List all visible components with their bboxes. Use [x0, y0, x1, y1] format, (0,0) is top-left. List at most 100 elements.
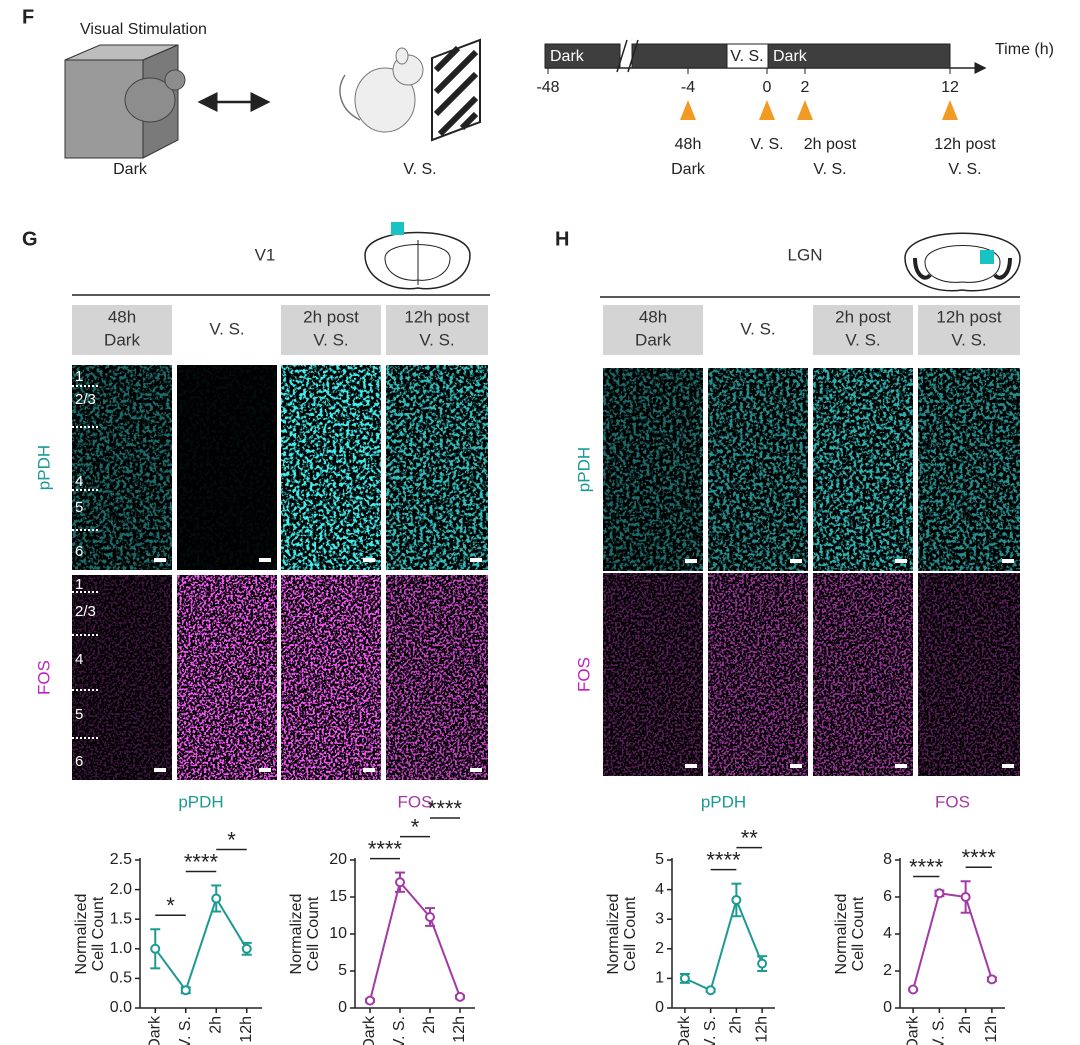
- region-label: LGN: [788, 245, 823, 264]
- y-tick-label: 1.0: [110, 940, 132, 957]
- brain-icon: [904, 232, 1021, 292]
- condition-header-label: 48h: [639, 307, 667, 326]
- scale-bar: [470, 558, 482, 562]
- panel-label: G: [22, 228, 38, 250]
- y-tick-label: 2.5: [110, 851, 132, 868]
- event-label: V. S.: [750, 136, 783, 153]
- condition-header-label: V. S.: [740, 319, 775, 338]
- micrograph-signal: [281, 365, 381, 570]
- scale-bar: [259, 558, 271, 562]
- panel-label: F: [22, 6, 34, 28]
- data-point: [960, 892, 971, 902]
- layer-label: 5: [75, 706, 83, 723]
- y-tick-label: 0.5: [110, 970, 132, 987]
- micrograph-signal: [281, 575, 381, 780]
- x-tick-label: Dark: [361, 1015, 378, 1045]
- significance-label: ****: [428, 796, 463, 821]
- layer-label: 2/3: [75, 391, 96, 408]
- y-tick-label: 20: [329, 851, 347, 868]
- condition-header-label: 12h post: [936, 307, 1001, 326]
- scale-bar: [363, 558, 375, 562]
- panel-label: H: [555, 228, 569, 250]
- y-axis-label: Cell Count: [622, 896, 639, 971]
- condition-header: [281, 305, 381, 355]
- data-point: [211, 893, 222, 904]
- significance-label: ****: [962, 845, 997, 870]
- y-tick-label: 15: [329, 888, 347, 905]
- event-label: 2h post: [804, 136, 857, 153]
- condition-header-label: V. S.: [209, 319, 244, 338]
- x-tick-label: V. S.: [931, 1016, 948, 1045]
- condition-header-label: Dark: [104, 330, 140, 349]
- x-tick-label: 12h: [753, 1016, 770, 1043]
- condition-header-label: V. S.: [845, 330, 880, 349]
- micrograph-signal: [177, 365, 277, 570]
- significance-label: ****: [706, 847, 741, 872]
- panel-title: Visual Stimulation: [80, 21, 207, 38]
- micrograph-signal: [72, 575, 172, 780]
- event-label: 48h: [675, 136, 702, 153]
- condition-header-label: 48h: [108, 307, 136, 326]
- y-tick-label: 0.0: [110, 999, 132, 1016]
- condition-label: V. S.: [403, 161, 436, 178]
- scale-bar: [470, 768, 482, 772]
- significance-label: **: [741, 825, 759, 850]
- data-point: [731, 894, 742, 905]
- data-line: [684, 896, 764, 992]
- x-tick-label: 2h: [207, 1016, 224, 1034]
- y-tick-label: 2: [655, 940, 664, 957]
- row-label: pPDH: [34, 445, 53, 490]
- event-label: Dark: [671, 161, 706, 178]
- layer-label: 4: [75, 651, 83, 668]
- chart-title: FOS: [935, 792, 970, 811]
- condition-header: [72, 305, 172, 355]
- micrograph-signal: [72, 365, 172, 570]
- y-axis-label: Cell Count: [850, 896, 867, 971]
- x-tick-label: 2h: [421, 1016, 438, 1034]
- data-point: [150, 943, 161, 954]
- layer-label: 4: [75, 473, 83, 490]
- significance-label: *: [166, 893, 175, 918]
- condition-header-label: Dark: [635, 330, 671, 349]
- data-line: [154, 896, 248, 993]
- condition-header: [918, 305, 1020, 355]
- x-tick-label: Dark: [904, 1015, 921, 1045]
- scale-bar: [259, 768, 271, 772]
- micrograph-signal: [386, 575, 488, 780]
- chart-title: FOS: [398, 792, 433, 811]
- y-axis-label: Normalized: [73, 894, 90, 975]
- timeline-segment: Dark: [550, 48, 585, 65]
- micrograph-signal: [603, 573, 703, 776]
- condition-header: [386, 305, 488, 355]
- event-marker: [797, 100, 813, 120]
- event-marker: [680, 100, 696, 120]
- data-point: [395, 877, 405, 888]
- scale-bar: [790, 559, 802, 563]
- data-point: [180, 985, 191, 996]
- micrograph-signal: [918, 368, 1020, 571]
- condition-header-label: V. S.: [313, 330, 348, 349]
- row-label: pPDH: [574, 447, 593, 492]
- scale-bar: [1002, 559, 1014, 563]
- y-tick-label: 1: [655, 970, 664, 987]
- condition-header-label: V. S.: [419, 330, 454, 349]
- x-tick-label: 2h: [728, 1016, 745, 1034]
- timeline-tick-label: 0: [763, 79, 772, 96]
- event-marker: [942, 100, 958, 120]
- timeline-tick-label: -4: [681, 79, 695, 96]
- y-tick-label: 5: [655, 851, 664, 868]
- chart-title: pPDH: [701, 792, 746, 811]
- condition-header-label: 12h post: [404, 307, 469, 326]
- x-tick-label: 2h: [957, 1016, 974, 1034]
- scale-bar: [895, 764, 907, 768]
- data-line: [369, 880, 461, 1001]
- micrograph-signal: [177, 575, 277, 780]
- significance-label: ****: [184, 849, 219, 874]
- data-point: [455, 991, 465, 1002]
- y-tick-label: 4: [883, 925, 892, 942]
- data-point: [908, 984, 919, 995]
- micrograph-signal: [918, 573, 1020, 776]
- data-point: [241, 943, 252, 954]
- y-tick-label: 2: [883, 962, 892, 979]
